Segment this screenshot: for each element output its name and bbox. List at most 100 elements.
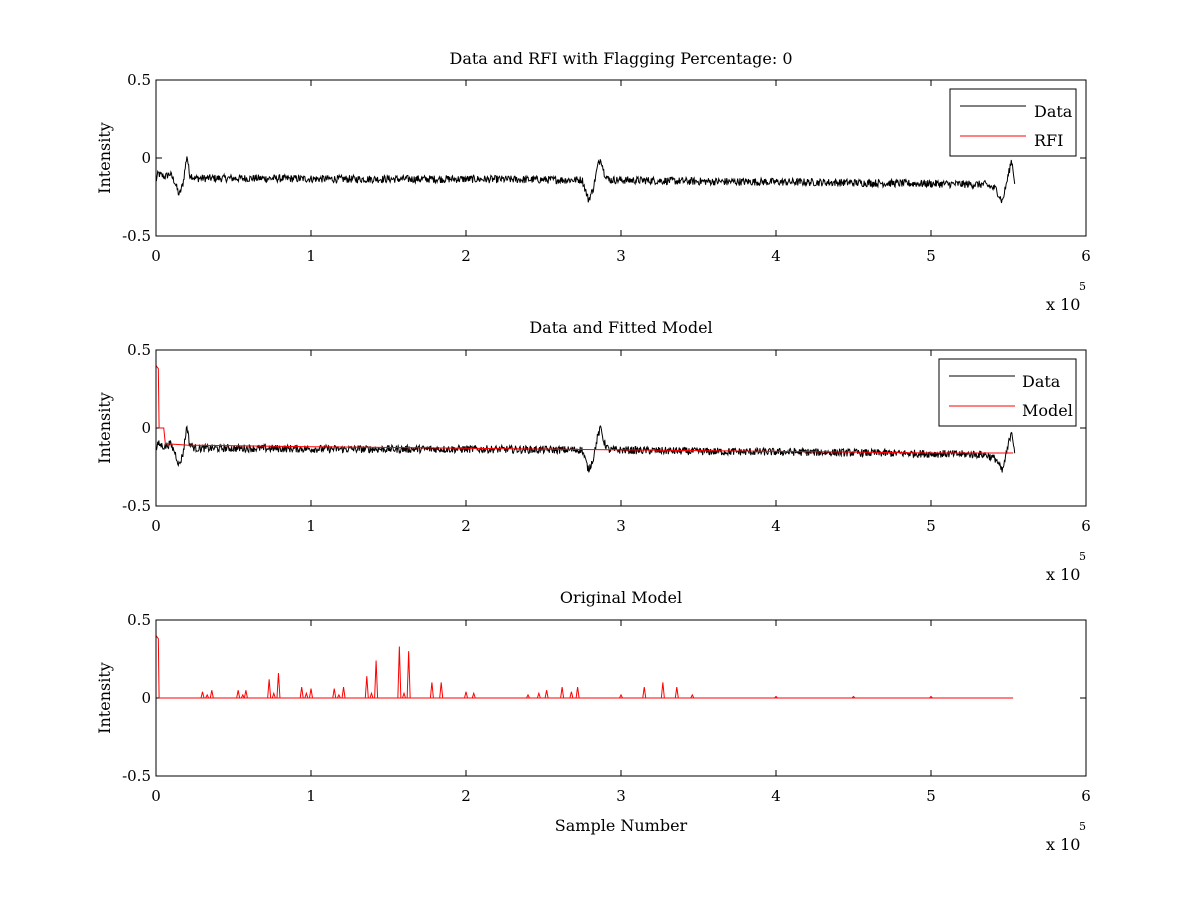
- x-tick-label: 5: [926, 517, 936, 535]
- panel-2-x-multiplier-exponent: 5: [1079, 550, 1086, 563]
- panel-1-x-multiplier: x 10 5: [1046, 280, 1086, 314]
- spike-mark: [276, 673, 281, 699]
- panel-2-legend: Data Model: [938, 358, 1077, 427]
- y-tick-label: 0.5: [127, 611, 151, 629]
- spike-mark: [619, 693, 623, 699]
- spike-mark: [309, 688, 313, 699]
- spike-mark: [271, 691, 276, 699]
- x-tick-label: 2: [461, 787, 471, 805]
- y-tick-label: -0.5: [122, 497, 151, 515]
- panel-2-x-multiplier-base: x 10: [1046, 565, 1080, 584]
- panel-2-ylabel: Intensity: [95, 392, 114, 464]
- spike-mark: [240, 693, 245, 699]
- panel-3-ticks: 0 1 2 3 4 5 6-0.500.5: [122, 611, 1091, 805]
- spike-mark: [526, 693, 530, 699]
- panel-2-legend-label-data: Data: [1022, 372, 1061, 391]
- spike-mark: [304, 691, 309, 699]
- spike-mark: [642, 687, 647, 699]
- x-tick-label: 0: [151, 517, 161, 535]
- panel-3-x-multiplier: x 10 5: [1046, 820, 1086, 854]
- x-tick-label: 1: [306, 787, 316, 805]
- x-tick-label: 5: [926, 787, 936, 805]
- x-tick-label: 6: [1081, 787, 1091, 805]
- spike-mark: [560, 687, 565, 699]
- spike-mark: [674, 687, 679, 699]
- y-tick-label: 0: [141, 149, 151, 167]
- series-line-data: [155, 156, 1016, 204]
- x-tick-label: 5: [926, 247, 936, 265]
- x-tick-label: 1: [306, 247, 316, 265]
- panel-1-axes-box: [155, 79, 1087, 237]
- spike-mark: [406, 651, 411, 699]
- spike-mark: [397, 646, 402, 699]
- spike-mark: [569, 691, 574, 699]
- x-tick-label: 6: [1081, 517, 1091, 535]
- panel-3-axes-box: [155, 619, 1087, 777]
- panel-1-legend-label-data: Data: [1034, 102, 1073, 121]
- x-tick-label: 4: [771, 787, 781, 805]
- x-tick-label: 1: [306, 517, 316, 535]
- panel-1-legend-label-rfi: RFI: [1034, 131, 1063, 150]
- panel-2: Data and Fitted Model Intensity 0 1 2 3 4 5 6 -…: [95, 318, 1091, 584]
- spike-mark: [471, 691, 476, 699]
- series-line-series: [155, 635, 1014, 699]
- spike-mark: [209, 690, 214, 699]
- spike-mark: [341, 687, 346, 699]
- x-tick-label: 3: [616, 787, 626, 805]
- panel-2-ticks: 0 1 2 3 4 5 6-0.500.5: [122, 341, 1091, 535]
- spike-mark: [336, 693, 341, 699]
- spike-mark: [243, 690, 248, 699]
- panel-2-legend-box: [938, 358, 1077, 427]
- panel-2-series: [155, 365, 1016, 473]
- spike-mark: [364, 676, 369, 699]
- spike-mark: [267, 679, 272, 699]
- spike-mark: [774, 695, 778, 699]
- spike-mark: [299, 687, 304, 699]
- panel-1-legend: Data RFI: [949, 88, 1077, 157]
- panel-3-title: Original Model: [560, 588, 682, 607]
- spike-mark: [439, 682, 444, 699]
- panel-2-title: Data and Fitted Model: [529, 318, 712, 337]
- spike-mark: [690, 693, 695, 699]
- spike-mark: [851, 695, 856, 699]
- panel-3-x-multiplier-base: x 10: [1046, 835, 1080, 854]
- x-tick-label: 2: [461, 247, 471, 265]
- y-tick-label: 0: [141, 689, 151, 707]
- spike-mark: [464, 691, 468, 699]
- panel-3: Original Model Intensity Sample Number 0…: [95, 588, 1091, 854]
- spike-mark: [429, 682, 434, 699]
- spike-mark: [929, 695, 933, 699]
- panel-1: Data and RFI with Flagging Percentage: 0…: [95, 49, 1091, 314]
- x-tick-label: 4: [771, 517, 781, 535]
- spike-mark: [536, 691, 541, 699]
- x-tick-label: 0: [151, 787, 161, 805]
- x-tick-label: 6: [1081, 247, 1091, 265]
- series-line-data: [155, 424, 1016, 473]
- spike-mark: [236, 690, 241, 699]
- y-tick-label: -0.5: [122, 767, 151, 785]
- spike-mark: [369, 691, 374, 699]
- x-tick-label: 3: [616, 247, 626, 265]
- panel-3-ylabel: Intensity: [95, 662, 114, 734]
- panel-1-legend-box: [949, 88, 1077, 157]
- panel-3-series: [155, 635, 1014, 699]
- panel-1-ylabel: Intensity: [95, 122, 114, 194]
- spike-mark: [544, 690, 549, 699]
- panel-1-x-multiplier-base: x 10: [1046, 295, 1080, 314]
- panel-2-legend-label-model: Model: [1022, 401, 1073, 420]
- y-tick-label: 0.5: [127, 341, 151, 359]
- spike-mark: [200, 691, 205, 699]
- panel-3-xlabel: Sample Number: [555, 816, 688, 835]
- x-tick-label: 4: [771, 247, 781, 265]
- spike-mark: [660, 682, 665, 699]
- y-tick-label: 0: [141, 419, 151, 437]
- spike-mark: [374, 660, 379, 699]
- y-tick-label: -0.5: [122, 227, 151, 245]
- panel-1-title: Data and RFI with Flagging Percentage: 0: [449, 49, 792, 68]
- x-tick-label: 3: [616, 517, 626, 535]
- series-line-model: [155, 365, 1014, 454]
- spike-mark: [205, 693, 210, 699]
- spike-mark: [332, 688, 337, 699]
- spike-mark: [402, 691, 406, 699]
